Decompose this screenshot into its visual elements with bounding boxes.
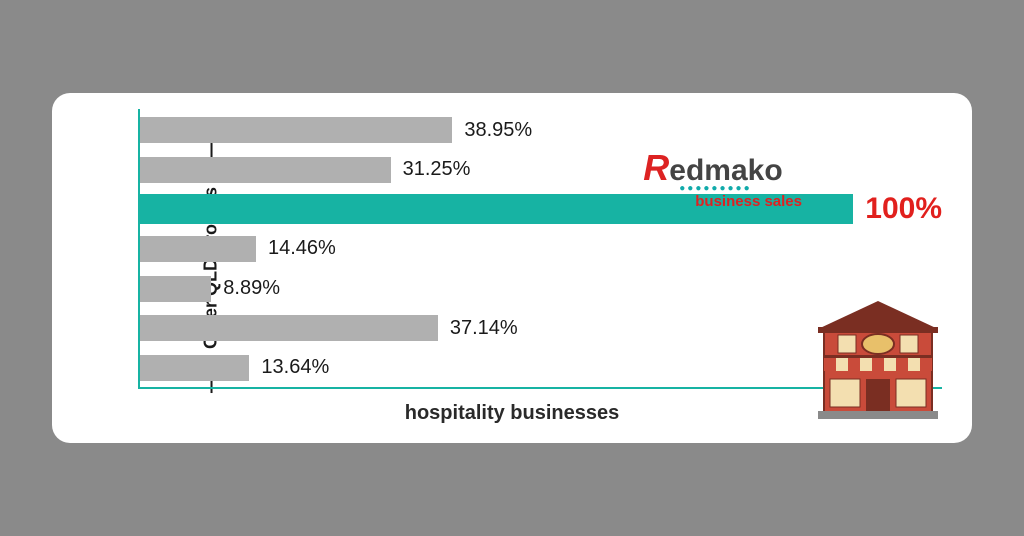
bar [140,355,249,381]
bar-row-redmako: 100%Redmako●●●●●●●●●business sales [140,194,942,224]
bar-value-label: 8.89% [223,277,280,300]
bar [140,117,452,143]
bar-value-label: 37.14% [450,317,518,340]
chart-card: Other QLD brokers 38.95%31.25%100%Redmak… [52,93,972,443]
bar-row-other: 38.95% [140,115,942,145]
bar [140,236,256,262]
bar [140,276,211,302]
logo-letter-r: R [643,147,669,188]
bar-value-label: 13.64% [261,356,329,379]
bar-value-label: 100% [865,192,942,226]
bar-value-label: 14.46% [268,237,336,260]
x-axis-label: hospitality businesses [405,402,620,425]
bar-row-other: 31.25% [140,155,942,185]
bar [140,157,391,183]
bar-value-label: 31.25% [403,158,471,181]
bar-row-other: 14.46% [140,234,942,264]
bar-value-label: 38.95% [464,119,532,142]
redmako-logo: Redmako●●●●●●●●●business sales [643,150,802,209]
logo-tagline: business sales [695,194,802,209]
coffee-shop-icon [818,299,938,419]
bar [140,315,438,341]
